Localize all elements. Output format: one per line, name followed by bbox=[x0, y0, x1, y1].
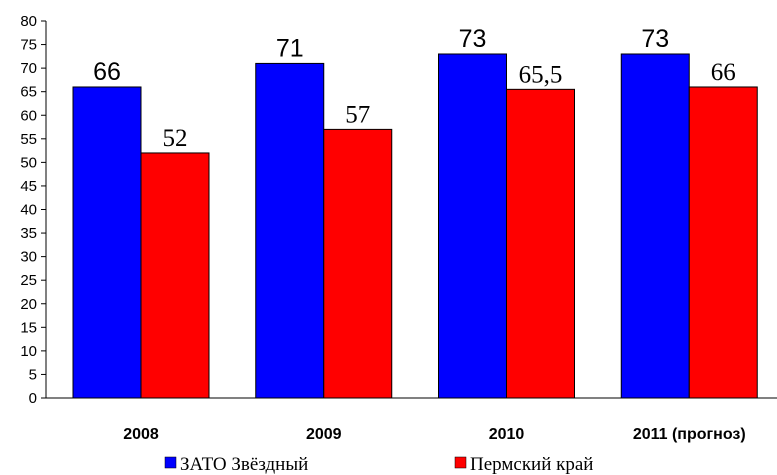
x-tick-label: 2008 bbox=[123, 426, 159, 443]
legend: ЗАТО Звёздный Пермский край bbox=[164, 454, 593, 475]
y-tick-label: 60 bbox=[20, 107, 37, 124]
y-tick-label: 70 bbox=[20, 60, 37, 77]
data-label: 57 bbox=[345, 101, 370, 128]
x-axis: 2008 2009 2010 2011 (прогноз) bbox=[46, 397, 777, 443]
data-label: 66 bbox=[93, 58, 121, 86]
bar-zato-0 bbox=[72, 86, 142, 399]
x-tick-label: 2009 bbox=[306, 426, 342, 443]
bar-perm-0 bbox=[140, 152, 210, 399]
value-labels: 66 52 71 57 73 65,5 73 66 bbox=[93, 25, 736, 152]
y-tick-label: 40 bbox=[20, 202, 37, 219]
y-tick-label: 20 bbox=[20, 296, 37, 313]
x-tick-label: 2011 (прогноз) bbox=[633, 426, 746, 443]
legend-swatch bbox=[164, 456, 177, 469]
y-tick-label: 35 bbox=[20, 225, 37, 242]
bar-zato-3 bbox=[620, 53, 690, 399]
bars bbox=[72, 53, 758, 399]
bar-zato-2 bbox=[438, 53, 507, 399]
y-tick-label: 75 bbox=[20, 37, 37, 54]
legend-swatch bbox=[454, 456, 467, 469]
y-tick-label: 45 bbox=[20, 178, 37, 195]
y-tick-label: 30 bbox=[20, 249, 37, 266]
y-tick-label: 55 bbox=[20, 131, 37, 148]
y-tick-label: 25 bbox=[20, 272, 37, 289]
y-tick-label: 0 bbox=[29, 390, 37, 407]
y-tick-label: 15 bbox=[20, 319, 37, 336]
data-label: 73 bbox=[459, 25, 487, 53]
legend-label: Пермский край bbox=[470, 454, 593, 475]
y-axis: 0 5 10 15 20 25 30 35 40 45 50 55 60 65 70 75 80 bbox=[20, 13, 47, 407]
y-tick-label: 65 bbox=[20, 84, 37, 101]
y-tick-label: 50 bbox=[20, 154, 37, 171]
bar-perm-1 bbox=[323, 128, 393, 399]
y-tick-label: 10 bbox=[20, 343, 37, 360]
data-label: 73 bbox=[641, 25, 669, 53]
bar-perm-2 bbox=[506, 88, 575, 399]
x-tick-label: 2010 bbox=[489, 426, 525, 443]
y-tick-label: 80 bbox=[20, 13, 37, 30]
data-label: 66 bbox=[711, 59, 736, 86]
data-label: 65,5 bbox=[519, 61, 563, 88]
bar-zato-1 bbox=[255, 62, 325, 399]
y-tick-label: 5 bbox=[29, 366, 37, 383]
bar-perm-3 bbox=[688, 86, 758, 399]
legend-label: ЗАТО Звёздный bbox=[180, 454, 308, 475]
data-label: 71 bbox=[276, 34, 304, 62]
data-label: 52 bbox=[163, 125, 188, 152]
